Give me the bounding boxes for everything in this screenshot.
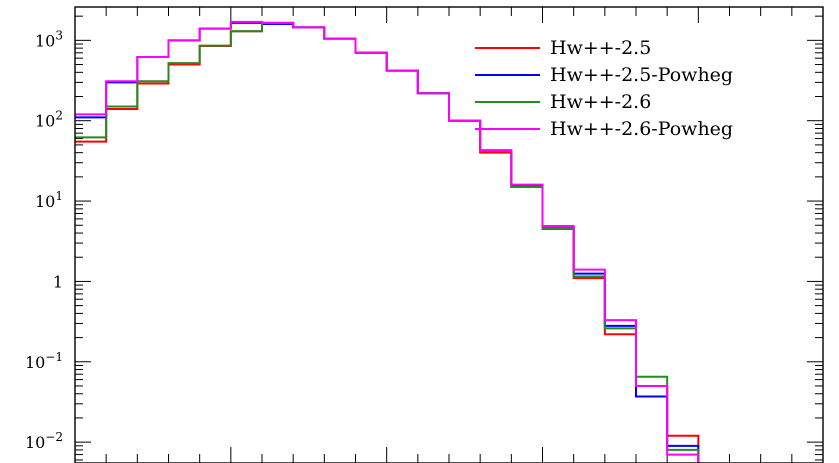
series-line xyxy=(75,21,700,463)
legend-label: Hw++-2.6 xyxy=(550,91,651,113)
legend-label: Hw++-2.6-Powheg xyxy=(550,118,733,140)
y-tick-label: 10−2 xyxy=(25,430,63,452)
legend: Hw++-2.5 Hw++-2.5-Powheg Hw++-2.6 Hw++-2.6-… xyxy=(475,37,733,140)
y-tick-labels: 103 102 101 1 10−1 10−2 xyxy=(25,28,63,452)
y-tick-label: 1 xyxy=(53,272,63,291)
legend-label: Hw++-2.5 xyxy=(550,37,651,59)
plot-frame xyxy=(74,6,824,463)
series-line xyxy=(75,21,700,463)
series-layer xyxy=(75,20,700,463)
legend-label: Hw++-2.5-Powheg xyxy=(550,64,733,86)
y-tick-label: 101 xyxy=(35,189,63,211)
series-line xyxy=(75,20,700,463)
series-line xyxy=(75,21,700,463)
y-tick-label: 103 xyxy=(35,28,63,50)
y-tick-label: 10−1 xyxy=(25,350,63,372)
y-tick-label: 102 xyxy=(35,109,63,131)
